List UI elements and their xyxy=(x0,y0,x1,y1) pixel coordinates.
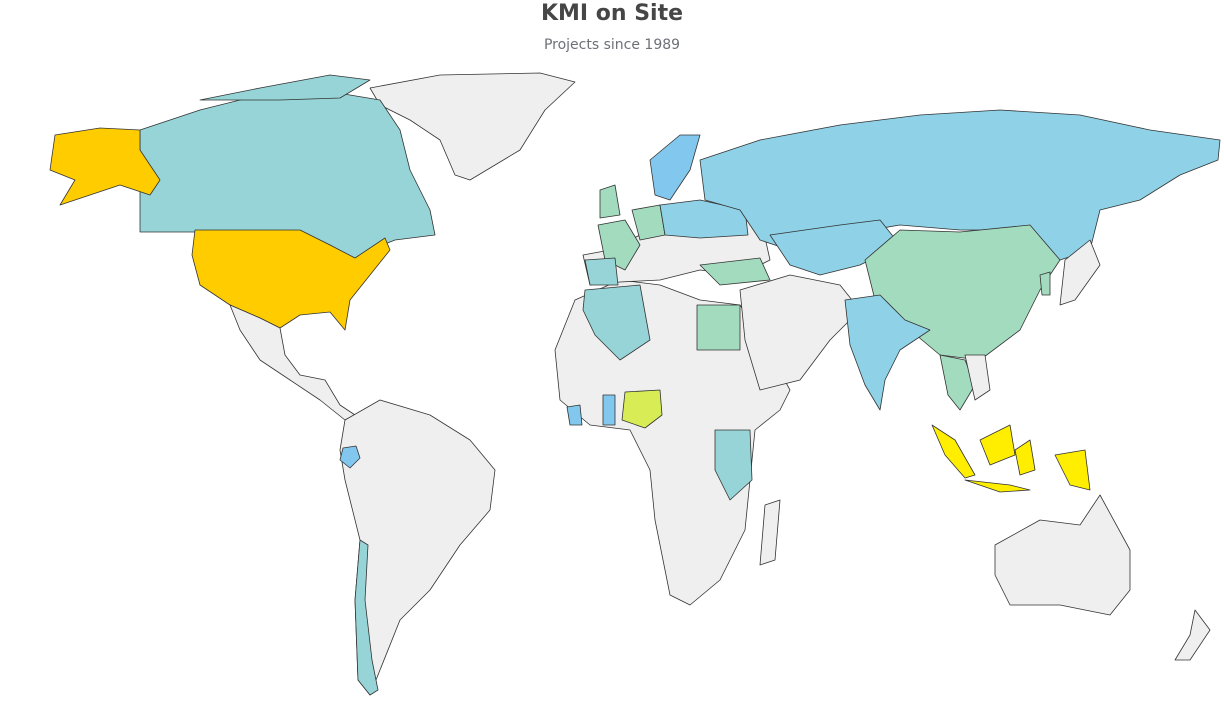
country xyxy=(597,219,641,271)
country xyxy=(554,279,791,606)
country xyxy=(339,445,361,469)
country xyxy=(696,304,741,351)
country xyxy=(931,424,976,479)
country xyxy=(229,304,356,421)
country xyxy=(1059,239,1101,306)
country xyxy=(659,199,749,239)
country xyxy=(354,539,379,696)
country xyxy=(566,404,583,426)
country xyxy=(739,274,861,391)
map-title: KMI on Site xyxy=(540,1,684,26)
country xyxy=(191,229,391,331)
country xyxy=(339,399,496,696)
country xyxy=(939,354,976,411)
country xyxy=(1054,449,1091,491)
country xyxy=(1174,609,1211,661)
country xyxy=(699,257,771,286)
country xyxy=(714,429,753,501)
country xyxy=(621,389,663,429)
country xyxy=(1039,271,1051,296)
country xyxy=(584,257,619,286)
country xyxy=(759,499,781,566)
country xyxy=(649,134,701,201)
country xyxy=(582,284,651,361)
country xyxy=(844,294,931,411)
country xyxy=(1014,439,1036,476)
country xyxy=(994,494,1131,616)
country xyxy=(964,479,1031,493)
map-subtitle: Projects since 1989 xyxy=(543,37,681,53)
country xyxy=(602,394,616,426)
country xyxy=(979,424,1016,466)
country xyxy=(369,72,576,181)
country xyxy=(199,74,371,101)
country xyxy=(49,127,161,206)
country xyxy=(631,204,666,241)
country xyxy=(964,354,991,401)
country xyxy=(599,184,621,219)
